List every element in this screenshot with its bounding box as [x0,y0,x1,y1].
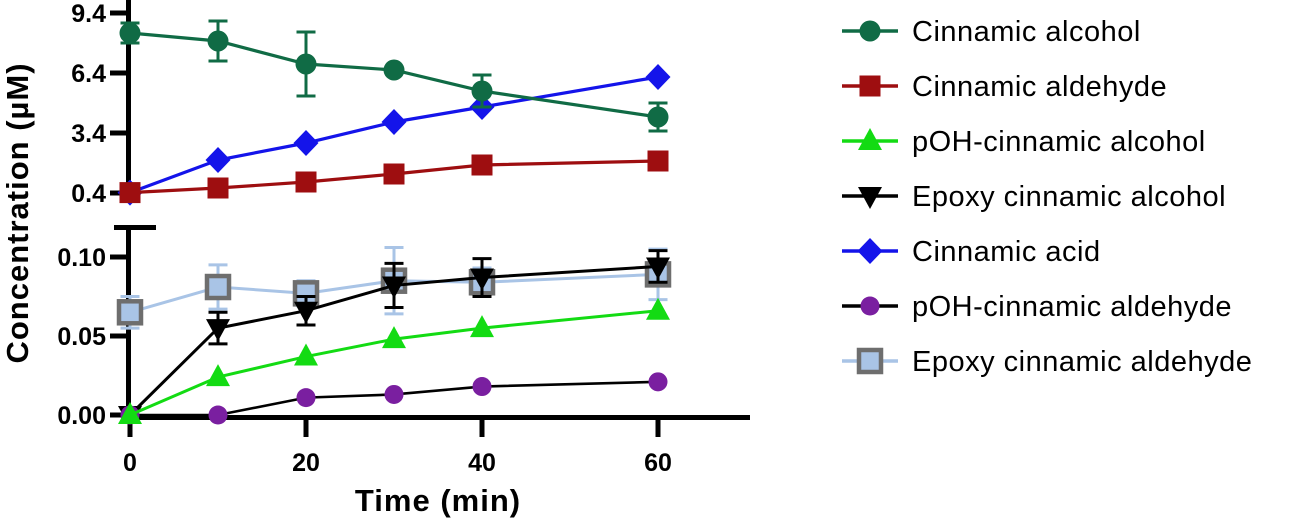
x-tick-label: 0 [123,449,137,477]
data-point-marker [472,377,492,397]
top-y-tick-label: 0.4 [71,180,106,208]
data-point-marker [382,276,406,299]
legend-label: Epoxy cinnamic alcohol [912,181,1226,213]
data-point-marker [471,80,493,102]
data-point-marker [295,171,317,193]
data-point-marker [647,150,669,172]
data-point-marker [294,343,318,366]
data-point-marker [293,130,319,156]
data-point-marker [206,364,230,387]
legend-marker-cinnamic-acid-icon [857,238,883,264]
x-tick-label: 40 [468,449,496,477]
data-point-marker [296,388,316,408]
data-point-marker [207,177,229,199]
series-poh-cinnamic-aldehyde [120,372,668,425]
data-point-marker [116,299,144,326]
data-point-marker [119,182,141,204]
legend-marker-poh-cinnamic-alcohol-icon [858,128,882,150]
data-point-marker [383,163,405,185]
legend-label: pOH-cinnamic alcohol [912,126,1206,158]
legend-label: Epoxy cinnamic aldehyde [912,346,1252,378]
series-cinnamic-alcohol [119,19,669,133]
data-point-marker [648,372,668,392]
legend-marker-epoxy-cinnamic-aldehyde-icon [856,347,884,375]
legend: Cinnamic alcohol Cinnamic aldehyde pOH-cin… [842,16,1252,378]
legend-marker-poh-cinnamic-aldehyde-icon [860,296,880,316]
series-poh-cinnamic-alcohol [118,297,670,424]
legend-item-cinnamic-acid: Cinnamic acid [842,236,1101,268]
legend-label: Cinnamic alcohol [912,16,1141,48]
data-point-marker [118,402,142,424]
data-point-marker [384,384,404,404]
y-axis-title: Concentration (µM) [0,62,35,363]
legend-label: Cinnamic acid [912,236,1101,268]
data-point-marker [207,30,229,52]
data-point-marker [645,64,671,90]
data-point-marker [119,22,141,44]
top-y-tick-label: 9.4 [71,0,106,28]
x-tick-label: 20 [292,449,320,477]
series-cinnamic-acid [117,64,671,206]
data-point-marker [382,326,406,349]
plot-series [116,19,672,428]
data-point-marker [383,59,405,81]
bottom-y-tick-label: 0.10 [57,244,106,272]
data-point-marker [471,154,493,176]
legend-label: pOH-cinnamic aldehyde [912,291,1232,323]
data-point-marker [646,297,670,320]
data-point-marker [646,257,670,280]
bottom-y-tick-label: 0.05 [57,323,106,351]
series-line [130,380,659,417]
data-point-marker [208,405,228,425]
legend-marker-cinnamic-aldehyde-icon [859,75,881,97]
data-point-marker [470,268,494,291]
legend-item-epoxy-cinnamic-alcohol: Epoxy cinnamic alcohol [842,181,1226,213]
legend-item-cinnamic-aldehyde: Cinnamic aldehyde [842,71,1167,103]
data-point-marker [381,109,407,135]
data-point-marker [470,315,494,338]
top-y-tick-label: 3.4 [71,120,106,148]
series-line [129,309,659,417]
data-point-marker [647,106,669,128]
data-point-marker [295,53,317,75]
x-tick-label: 60 [644,449,672,477]
series-line [129,75,659,195]
data-point-marker [205,147,231,173]
top-y-tick-label: 6.4 [71,60,106,88]
data-point-marker [294,301,318,324]
data-point-marker [204,273,232,301]
legend-item-poh-cinnamic-aldehyde: pOH-cinnamic aldehyde [842,291,1232,323]
legend-label: Cinnamic aldehyde [912,71,1167,103]
series-line [129,272,659,314]
legend-marker-cinnamic-alcohol-icon [859,20,881,42]
data-point-marker [206,319,230,342]
series-line [128,264,659,417]
series-line [129,159,659,195]
series-line [129,31,659,119]
legend-item-epoxy-cinnamic-aldehyde: Epoxy cinnamic aldehyde [842,346,1252,378]
series-cinnamic-aldehyde [119,150,669,204]
legend-item-poh-cinnamic-alcohol: pOH-cinnamic alcohol [842,126,1206,158]
bottom-y-tick-label: 0.00 [57,402,106,430]
x-axis-title: Time (min) [355,483,521,518]
legend-item-cinnamic-alcohol: Cinnamic alcohol [842,16,1141,48]
legend-marker-epoxy-cinnamic-alcohol-icon [858,187,882,209]
